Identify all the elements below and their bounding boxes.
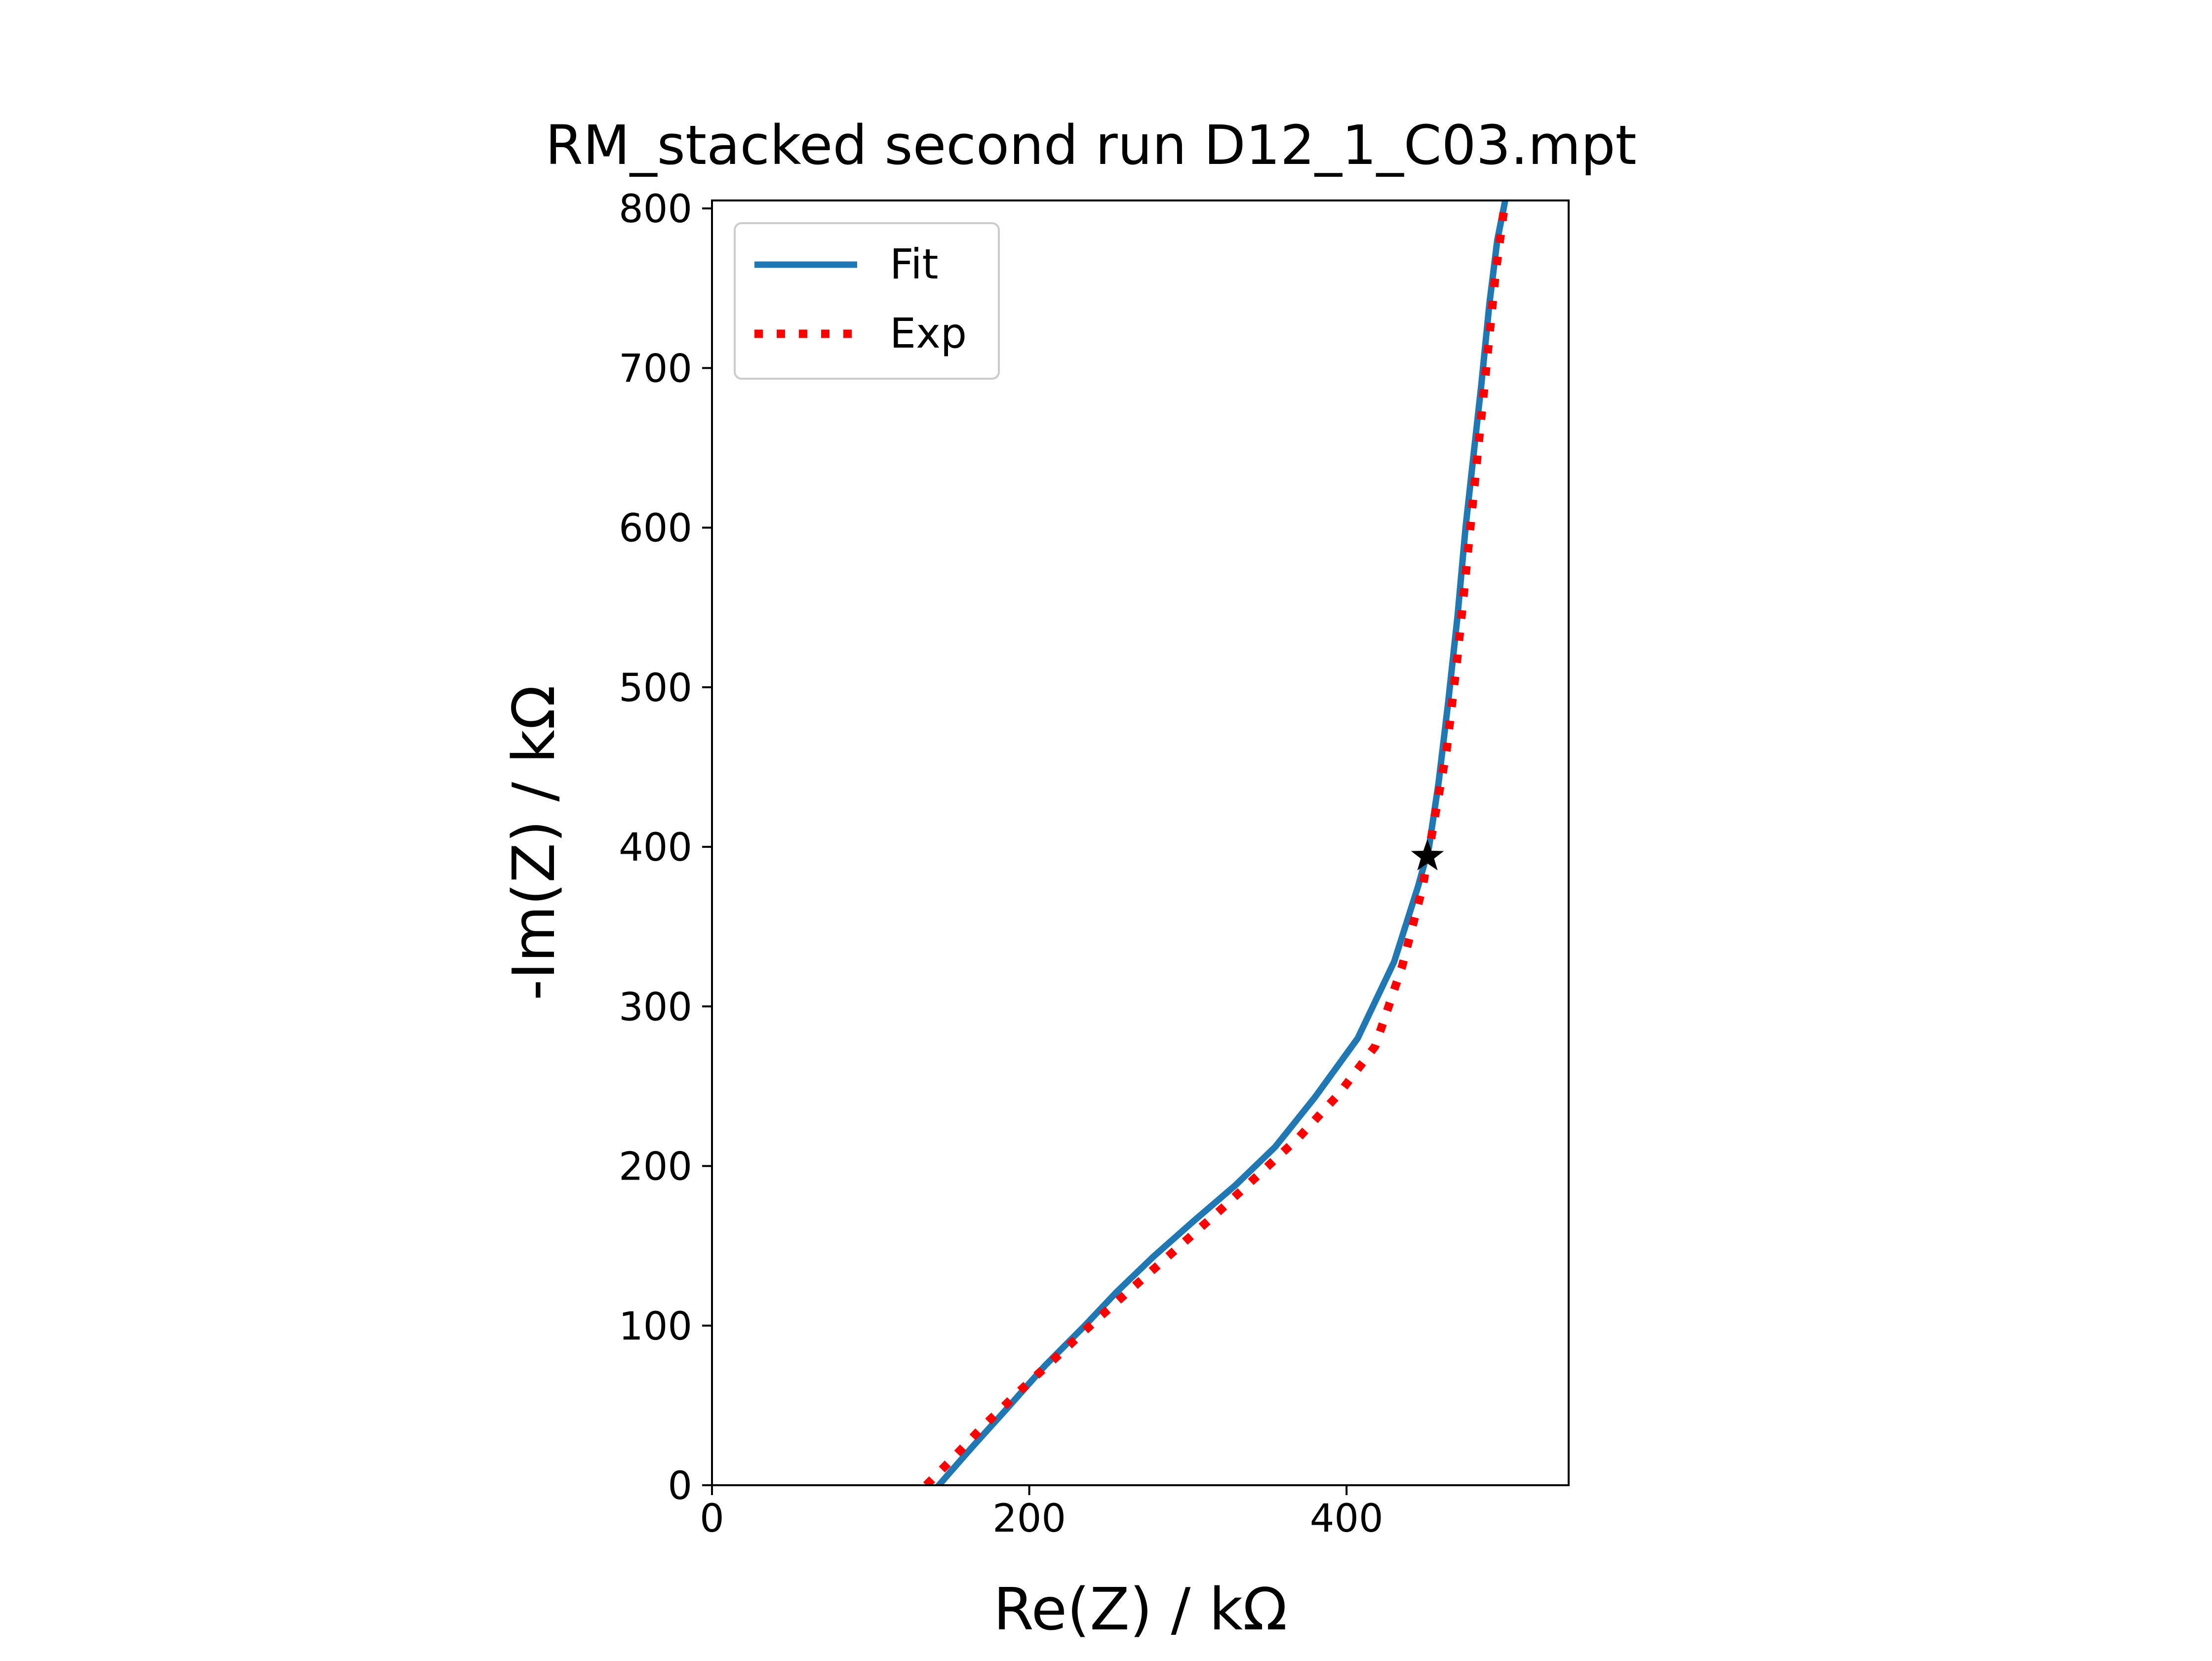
y-tick-label: 0 (668, 1464, 692, 1508)
y-tick-label: 100 (619, 1305, 692, 1349)
y-tick-label: 500 (619, 666, 692, 711)
x-tick-label: 0 (700, 1497, 724, 1541)
y-tick-label: 700 (619, 347, 692, 391)
y-tick-label: 800 (619, 187, 692, 232)
x-tick-label: 400 (1310, 1497, 1383, 1541)
x-axis-label: Re(Z) / kΩ (993, 1575, 1287, 1643)
y-tick-label: 300 (619, 985, 692, 1029)
star-marker (1411, 839, 1444, 870)
chart-title: RM_stacked second run D12_1_C03.mpt (545, 114, 1636, 177)
plot-layer: 0 200 400 0 100 200 300 400 500 600 700 800 Re(Z) / … (500, 114, 1637, 1643)
series-group (923, 200, 1509, 1485)
legend-label-exp: Exp (890, 309, 967, 357)
y-tick-label: 600 (619, 507, 692, 551)
series-line-exp (923, 200, 1509, 1485)
x-tick-label: 200 (992, 1497, 1066, 1541)
legend-label-fit: Fit (890, 240, 938, 288)
y-axis-label: -Im(Z) / kΩ (500, 685, 568, 1001)
legend: Fit Exp (734, 222, 1000, 380)
y-tick-label: 400 (619, 826, 692, 870)
y-tick-label: 200 (619, 1145, 692, 1189)
axes-frame (711, 199, 1570, 1486)
